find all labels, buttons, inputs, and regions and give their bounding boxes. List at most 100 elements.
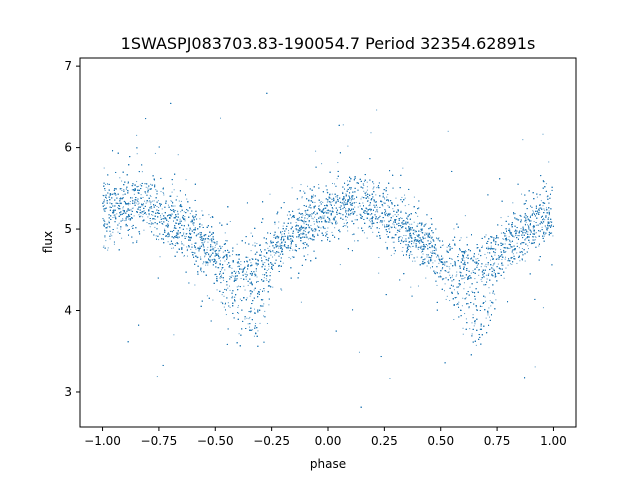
data-point (527, 248, 529, 250)
data-point (442, 244, 444, 246)
data-point (214, 252, 216, 254)
data-point (263, 315, 265, 317)
data-point (303, 223, 305, 225)
data-point (508, 247, 510, 249)
data-point (543, 217, 545, 219)
data-point (404, 194, 406, 196)
data-point (342, 203, 344, 205)
data-point (279, 243, 281, 245)
data-point (381, 221, 383, 223)
data-point (373, 187, 375, 189)
data-point (490, 305, 492, 307)
data-point (302, 233, 304, 235)
data-point (405, 235, 407, 237)
data-point (464, 313, 466, 315)
data-point (510, 241, 512, 243)
data-point (527, 245, 529, 247)
data-point (312, 218, 314, 220)
data-point (535, 224, 537, 226)
data-point (524, 260, 526, 262)
data-point (171, 183, 173, 185)
data-point (136, 200, 138, 202)
data-point (296, 218, 298, 220)
data-point (253, 335, 255, 337)
data-point (430, 247, 432, 249)
data-point (473, 325, 475, 327)
data-point (107, 225, 109, 227)
data-point (312, 194, 314, 196)
data-point (454, 260, 456, 262)
data-point (446, 246, 448, 248)
data-point (329, 221, 331, 223)
data-point (303, 219, 305, 221)
data-point (463, 257, 465, 259)
data-point (122, 218, 124, 220)
data-point (482, 272, 484, 274)
data-point (505, 256, 507, 258)
data-point (208, 214, 210, 216)
data-point (249, 295, 251, 297)
data-point (129, 203, 131, 205)
data-point (266, 276, 268, 278)
data-point (351, 212, 353, 214)
data-point (520, 215, 522, 217)
data-point (173, 189, 175, 191)
data-point (118, 222, 120, 224)
data-point (478, 274, 480, 276)
data-point (424, 232, 426, 234)
data-point (502, 264, 504, 266)
data-point (229, 266, 231, 268)
data-point (415, 240, 417, 242)
data-point (368, 197, 370, 199)
data-point (281, 289, 283, 291)
data-point (256, 243, 258, 245)
data-point (301, 196, 303, 198)
data-point (386, 196, 388, 198)
data-point (121, 219, 123, 221)
data-point (214, 246, 216, 248)
data-point (224, 303, 226, 305)
data-point (345, 193, 347, 195)
data-points (102, 92, 554, 408)
data-point (475, 258, 477, 260)
data-point (173, 227, 175, 229)
data-point (326, 201, 328, 203)
data-point (162, 191, 164, 193)
data-point (231, 273, 233, 275)
data-point (398, 238, 400, 240)
data-point (369, 214, 371, 216)
data-point (140, 197, 142, 199)
data-point (420, 225, 422, 227)
data-point (320, 218, 322, 220)
data-point (113, 243, 115, 245)
data-point (184, 220, 186, 222)
data-point (175, 210, 177, 212)
data-point (208, 254, 210, 256)
data-point (314, 201, 316, 203)
data-point (110, 233, 112, 235)
data-point (358, 351, 360, 353)
data-point (143, 229, 145, 231)
data-point (347, 230, 349, 232)
data-point (223, 306, 225, 308)
data-point (199, 231, 201, 233)
data-point (256, 281, 258, 283)
data-point (542, 205, 544, 207)
data-point (200, 256, 202, 258)
data-point (366, 213, 368, 214)
data-point (427, 248, 429, 250)
data-point (504, 258, 506, 260)
data-point (542, 222, 544, 224)
data-point (216, 254, 218, 256)
data-point (102, 194, 104, 196)
data-point (442, 257, 444, 259)
data-point (403, 235, 405, 236)
data-point (220, 117, 221, 119)
data-point (408, 204, 410, 206)
data-point (451, 258, 453, 260)
data-point (469, 286, 471, 288)
data-point (210, 217, 212, 219)
data-point (288, 256, 290, 258)
data-point (430, 237, 432, 239)
data-point (231, 275, 233, 277)
